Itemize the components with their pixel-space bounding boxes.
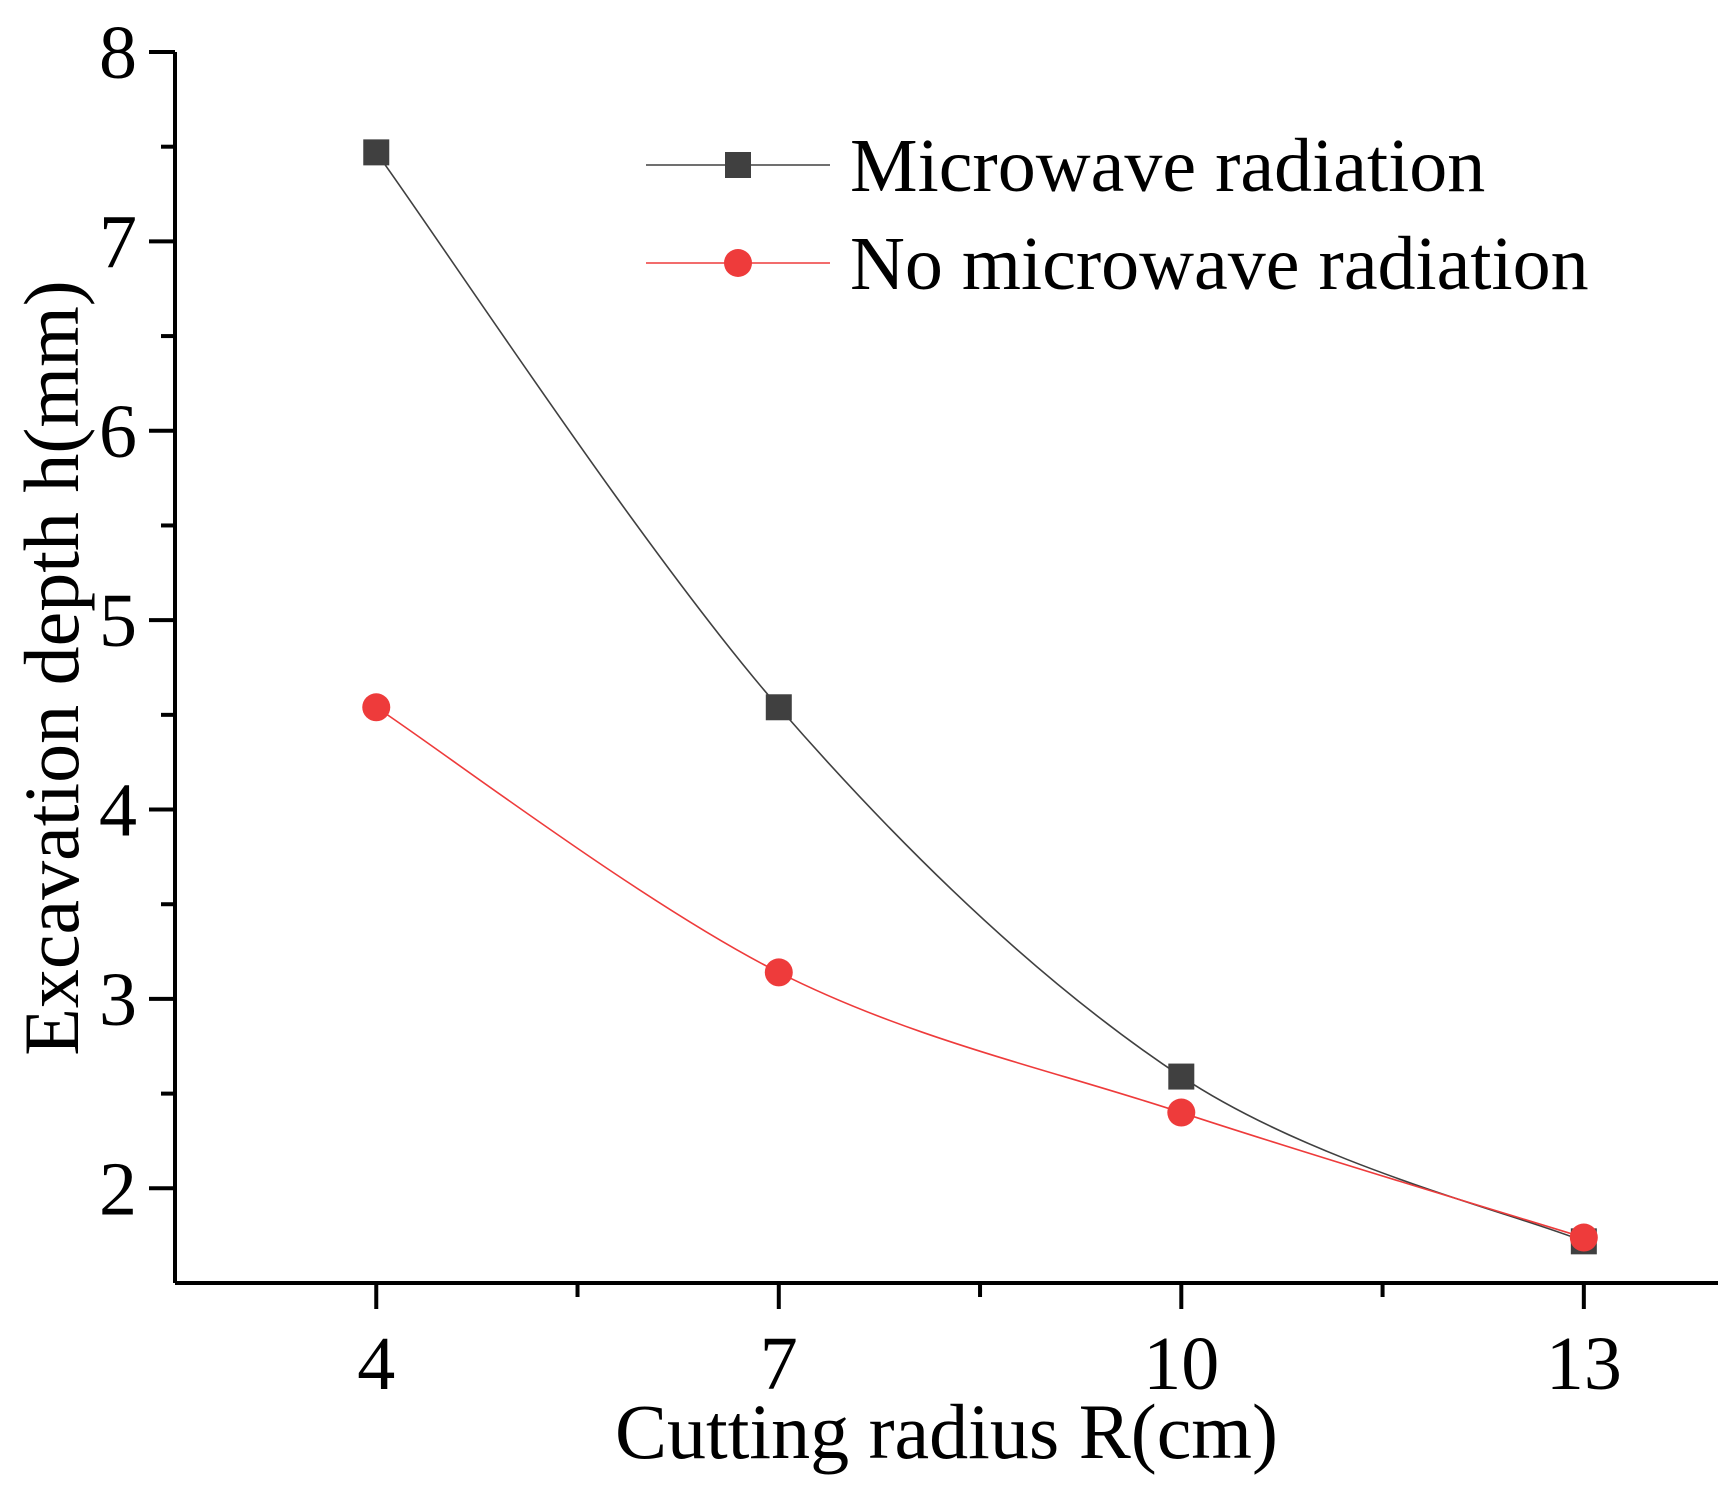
x-tick-label: 10 [1143,1322,1219,1406]
legend-label: Microwave radiation [850,124,1485,208]
y-tick-label: 2 [99,1147,137,1231]
y-tick-label: 7 [99,200,137,284]
y-tick-label: 6 [99,390,137,474]
y-tick-label: 8 [99,11,137,95]
data-point [764,958,793,987]
series-layer [362,139,1598,1255]
x-tick-label: 13 [1546,1322,1622,1406]
series-line [375,151,1585,1243]
legend-marker [724,249,752,277]
y-tick-label: 5 [99,579,137,663]
data-point [765,694,792,721]
x-axis-title: Cutting radius R(cm) [615,1388,1278,1475]
data-point [1569,1223,1598,1252]
legend-marker [725,152,751,178]
legend-item: No microwave radiation [646,222,1589,306]
legend-item: Microwave radiation [646,124,1485,208]
x-tick-label: 7 [760,1322,798,1406]
axes: 2 3 4 5 6 7 8 4 7 10 13 [99,11,1718,1406]
data-point [362,693,391,722]
data-point [1167,1098,1196,1127]
series-line [375,706,1585,1239]
data-point [363,139,390,166]
series-1 [363,139,1597,1255]
y-tick-label: 3 [99,958,137,1042]
legend-label: No microwave radiation [850,222,1589,306]
y-tick-label: 4 [99,769,137,853]
x-tick-label: 4 [357,1322,395,1406]
data-point [1168,1063,1195,1090]
series-2 [362,693,1598,1252]
y-axis-title: Excavation depth h(mm) [8,280,95,1055]
legend: Microwave radiation No microwave radiatio… [646,124,1589,306]
